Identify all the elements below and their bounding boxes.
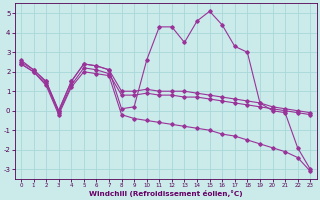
X-axis label: Windchill (Refroidissement éolien,°C): Windchill (Refroidissement éolien,°C)	[89, 190, 242, 197]
